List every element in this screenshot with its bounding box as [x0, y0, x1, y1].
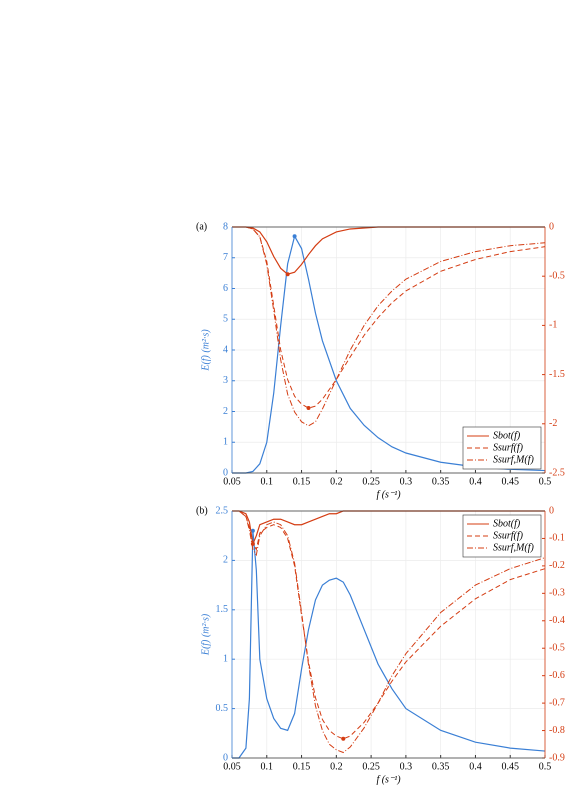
- series-line: [232, 530, 546, 759]
- y-tick-label: 4: [223, 344, 228, 355]
- x-tick-label: 0.35: [432, 476, 450, 487]
- y-tick-label: 7: [223, 252, 228, 263]
- y-tick-label: 1: [223, 653, 228, 664]
- y2-tick-label: -1: [549, 320, 557, 331]
- y2-tick-label: -0.9: [549, 752, 565, 763]
- x-tick-label: 0.15: [293, 761, 311, 772]
- panel-label: (b): [196, 505, 208, 516]
- x-axis-label: f (s⁻¹): [376, 774, 401, 785]
- extreme-marker: [341, 736, 346, 741]
- y-tick-label: 3: [223, 375, 228, 386]
- extreme-marker: [292, 234, 297, 239]
- panel-label: (a): [196, 221, 207, 232]
- x-tick-label: 0.1: [261, 476, 274, 487]
- y2-tick-label: -0.4: [549, 615, 565, 626]
- extreme-marker: [306, 406, 311, 411]
- y-axis-label: E(f) (m²·s): [200, 613, 211, 656]
- y-tick-label: 2: [223, 555, 228, 566]
- x-tick-label: 0.05: [223, 761, 241, 772]
- y2-tick-label: -0.5: [549, 643, 565, 654]
- y-tick-label: 2.5: [216, 505, 229, 516]
- legend-label: Ssurf,M(f): [493, 454, 535, 465]
- x-tick-label: 0.25: [362, 476, 380, 487]
- legend-label: Ssurf,M(f): [493, 542, 535, 553]
- series-line: [232, 510, 546, 754]
- y2-tick-label: -0.1: [549, 533, 565, 544]
- x-tick-label: 0.3: [400, 476, 413, 487]
- x-tick-label: 0.2: [330, 761, 343, 772]
- x-tick-label: 0.35: [432, 761, 450, 772]
- y-tick-label: 0: [223, 467, 228, 478]
- series-line: [232, 234, 546, 474]
- x-tick-label: 0.4: [469, 761, 482, 772]
- y-tick-label: 0: [223, 752, 228, 763]
- panel: 0.05 0.1 0.15 0.2 0.25 0.3 0.35 0.4 0.45 0.5 0 0.5 1…: [196, 505, 565, 785]
- y2-tick-label: -2.5: [549, 467, 565, 478]
- x-tick-label: 0.1: [261, 761, 274, 772]
- y2-tick-label: -0.7: [549, 697, 565, 708]
- x-tick-label: 0.2: [330, 476, 343, 487]
- x-tick-label: 0.45: [501, 761, 519, 772]
- y-tick-label: 8: [223, 221, 228, 232]
- extreme-marker: [250, 528, 255, 533]
- extreme-marker: [285, 272, 290, 277]
- y2-tick-label: -0.2: [549, 560, 565, 571]
- y2-tick-label: 0: [549, 505, 554, 516]
- legend-label: Ssurf(f): [493, 530, 524, 541]
- x-tick-label: 0.4: [469, 476, 482, 487]
- x-tick-label: 0.25: [362, 761, 380, 772]
- y2-tick-label: -2: [549, 418, 557, 429]
- x-tick-label: 0.3: [400, 761, 413, 772]
- panel: 0.05 0.1 0.15 0.2 0.25 0.3 0.35 0.4 0.45 0.5 0 1 2 3 4…: [196, 221, 565, 500]
- y-tick-label: 6: [223, 283, 228, 294]
- legend-label: Sbot(f): [493, 518, 521, 529]
- y-axis-label: E(f) (m²·s): [200, 329, 211, 372]
- x-tick-label: 0.5: [539, 761, 552, 772]
- y-tick-label: 0.5: [216, 703, 229, 714]
- x-tick-label: 0.15: [293, 476, 311, 487]
- y2-tick-label: -1.5: [549, 369, 565, 380]
- y-tick-label: 5: [223, 314, 228, 325]
- y2-tick-label: -0.3: [549, 588, 565, 599]
- y-tick-label: 1: [223, 437, 228, 448]
- x-axis-label: f (s⁻¹): [376, 489, 401, 500]
- x-tick-label: 0.05: [223, 476, 241, 487]
- x-tick-label: 0.5: [539, 476, 552, 487]
- legend-label: Sbot(f): [493, 430, 521, 441]
- legend-label: Ssurf(f): [493, 442, 524, 453]
- y2-tick-label: 0: [549, 221, 554, 232]
- series-line: [232, 226, 546, 427]
- x-tick-label: 0.45: [501, 476, 519, 487]
- y-tick-label: 1.5: [216, 604, 229, 615]
- y2-tick-label: -0.6: [549, 670, 565, 681]
- y2-tick-label: -0.8: [549, 725, 565, 736]
- y-tick-label: 2: [223, 406, 228, 417]
- y2-tick-label: -0.5: [549, 270, 565, 281]
